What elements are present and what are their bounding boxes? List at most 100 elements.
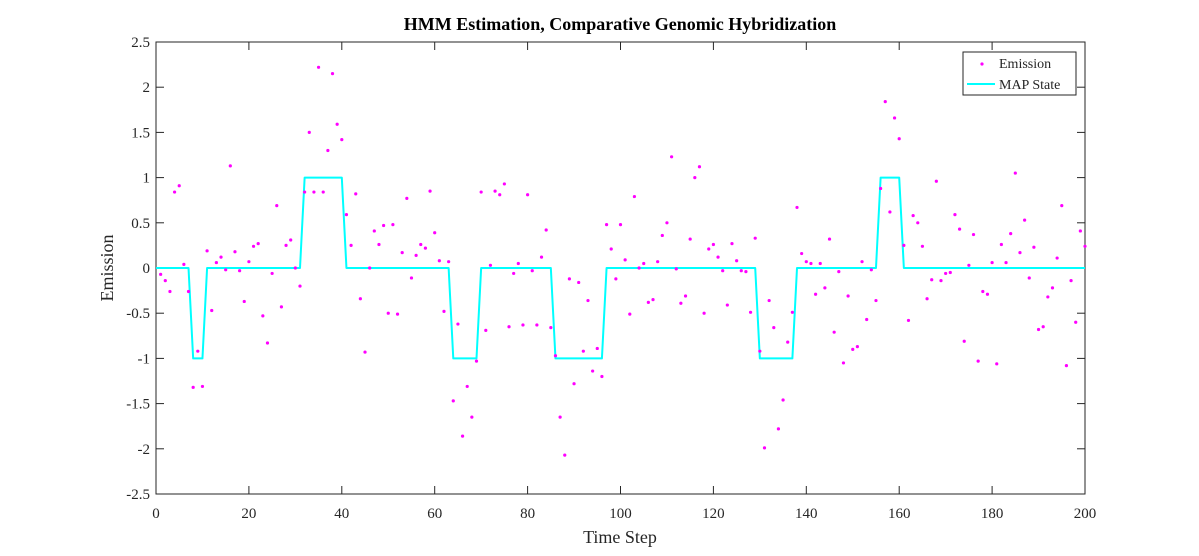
emission-point	[693, 176, 697, 180]
emission-point	[674, 267, 678, 271]
emission-point	[702, 311, 706, 315]
emission-point	[813, 292, 818, 296]
emission-point	[995, 362, 999, 366]
emission-point	[632, 194, 637, 199]
emission-point	[368, 266, 372, 270]
y-tick-label: 2	[143, 80, 151, 96]
y-tick-label: 0.5	[131, 216, 150, 232]
emission-point	[572, 382, 576, 386]
emission-point	[1018, 251, 1022, 255]
emission-point	[897, 137, 901, 141]
emission-point	[581, 349, 585, 353]
emission-point	[1064, 364, 1069, 368]
emission-point	[911, 213, 915, 218]
emission-point	[600, 374, 604, 379]
emission-point	[985, 292, 990, 296]
emission-point	[795, 205, 799, 210]
emission-point	[962, 339, 966, 343]
emission-point	[837, 270, 841, 274]
x-tick-label: 80	[520, 506, 535, 522]
emission-point	[609, 247, 613, 251]
emission-point	[660, 233, 664, 238]
emission-point	[539, 255, 544, 259]
emission-point	[507, 325, 511, 329]
emission-point	[976, 359, 980, 363]
emission-point	[526, 193, 530, 197]
emission-point	[665, 221, 669, 225]
emission-point	[604, 223, 609, 227]
y-axis-title: Emission	[97, 234, 117, 301]
emission-point	[316, 65, 321, 69]
emission-point	[920, 244, 925, 248]
emission-point	[553, 354, 558, 358]
emission-point	[865, 317, 869, 322]
y-tick-label: 1	[143, 171, 151, 187]
emission-point	[1050, 286, 1055, 290]
emission-point	[405, 196, 409, 200]
emission-point	[312, 190, 316, 194]
y-tick-label: 1.5	[131, 125, 150, 141]
emission-point	[256, 241, 260, 246]
x-tick-label: 180	[981, 506, 1004, 522]
emission-point	[1069, 279, 1073, 283]
legend-emission-marker	[980, 62, 984, 66]
emission-point	[656, 260, 660, 264]
legend-emission-label: Emission	[999, 57, 1051, 72]
emission-point	[892, 116, 897, 120]
emission-point	[433, 231, 437, 235]
emission-point	[860, 260, 864, 264]
emission-point	[683, 294, 688, 298]
emission-point	[428, 189, 432, 193]
emission-point	[1023, 218, 1027, 222]
emission-point	[261, 314, 265, 318]
legend: Emission MAP State	[962, 51, 1077, 96]
emission-point	[1004, 260, 1008, 265]
emission-point	[479, 190, 483, 194]
emission-point	[474, 359, 479, 363]
emission-point	[628, 312, 632, 316]
emission-point	[707, 247, 711, 251]
emission-point	[1041, 325, 1045, 329]
emission-point	[233, 250, 237, 254]
emission-point	[786, 340, 790, 344]
map-state-line	[156, 176, 1085, 360]
emission-point	[1074, 320, 1078, 324]
emission-points-group	[159, 65, 1087, 457]
emission-point	[855, 345, 859, 349]
emission-point	[270, 271, 274, 276]
emission-point	[846, 294, 850, 298]
emission-point	[224, 268, 228, 272]
emission-point	[335, 122, 339, 126]
emission-point	[265, 341, 270, 345]
emission-point	[182, 262, 186, 266]
emission-point	[196, 349, 200, 353]
emission-point	[321, 190, 325, 194]
emission-point	[386, 311, 390, 315]
emission-point	[623, 258, 627, 262]
emission-point	[688, 237, 692, 241]
plot-area: 0 20 40 60 80 100 120 140 160 180 2002.521.510.50-…	[126, 35, 1096, 522]
emission-point	[735, 259, 739, 263]
emission-point	[205, 249, 209, 253]
x-tick-label: 0	[152, 506, 160, 522]
emission-point	[1083, 244, 1087, 248]
emission-point	[354, 192, 358, 196]
emission-point	[670, 155, 674, 159]
x-tick-label: 200	[1074, 506, 1097, 522]
emission-point	[957, 227, 962, 231]
legend-map-state-label: MAP State	[999, 78, 1060, 93]
map-state-line-group	[156, 176, 1085, 360]
emission-point	[247, 260, 251, 264]
emission-point	[159, 272, 163, 276]
emission-point	[1013, 171, 1017, 175]
emission-point	[358, 297, 362, 301]
emission-point	[1055, 256, 1059, 260]
emission-point	[739, 269, 743, 273]
emission-point	[944, 271, 948, 276]
emission-point	[460, 434, 465, 438]
x-axis-title: Time Step	[583, 527, 657, 547]
emission-point	[219, 255, 223, 259]
emission-point	[906, 318, 911, 323]
x-tick-label: 20	[241, 506, 256, 522]
emission-point	[395, 312, 400, 316]
